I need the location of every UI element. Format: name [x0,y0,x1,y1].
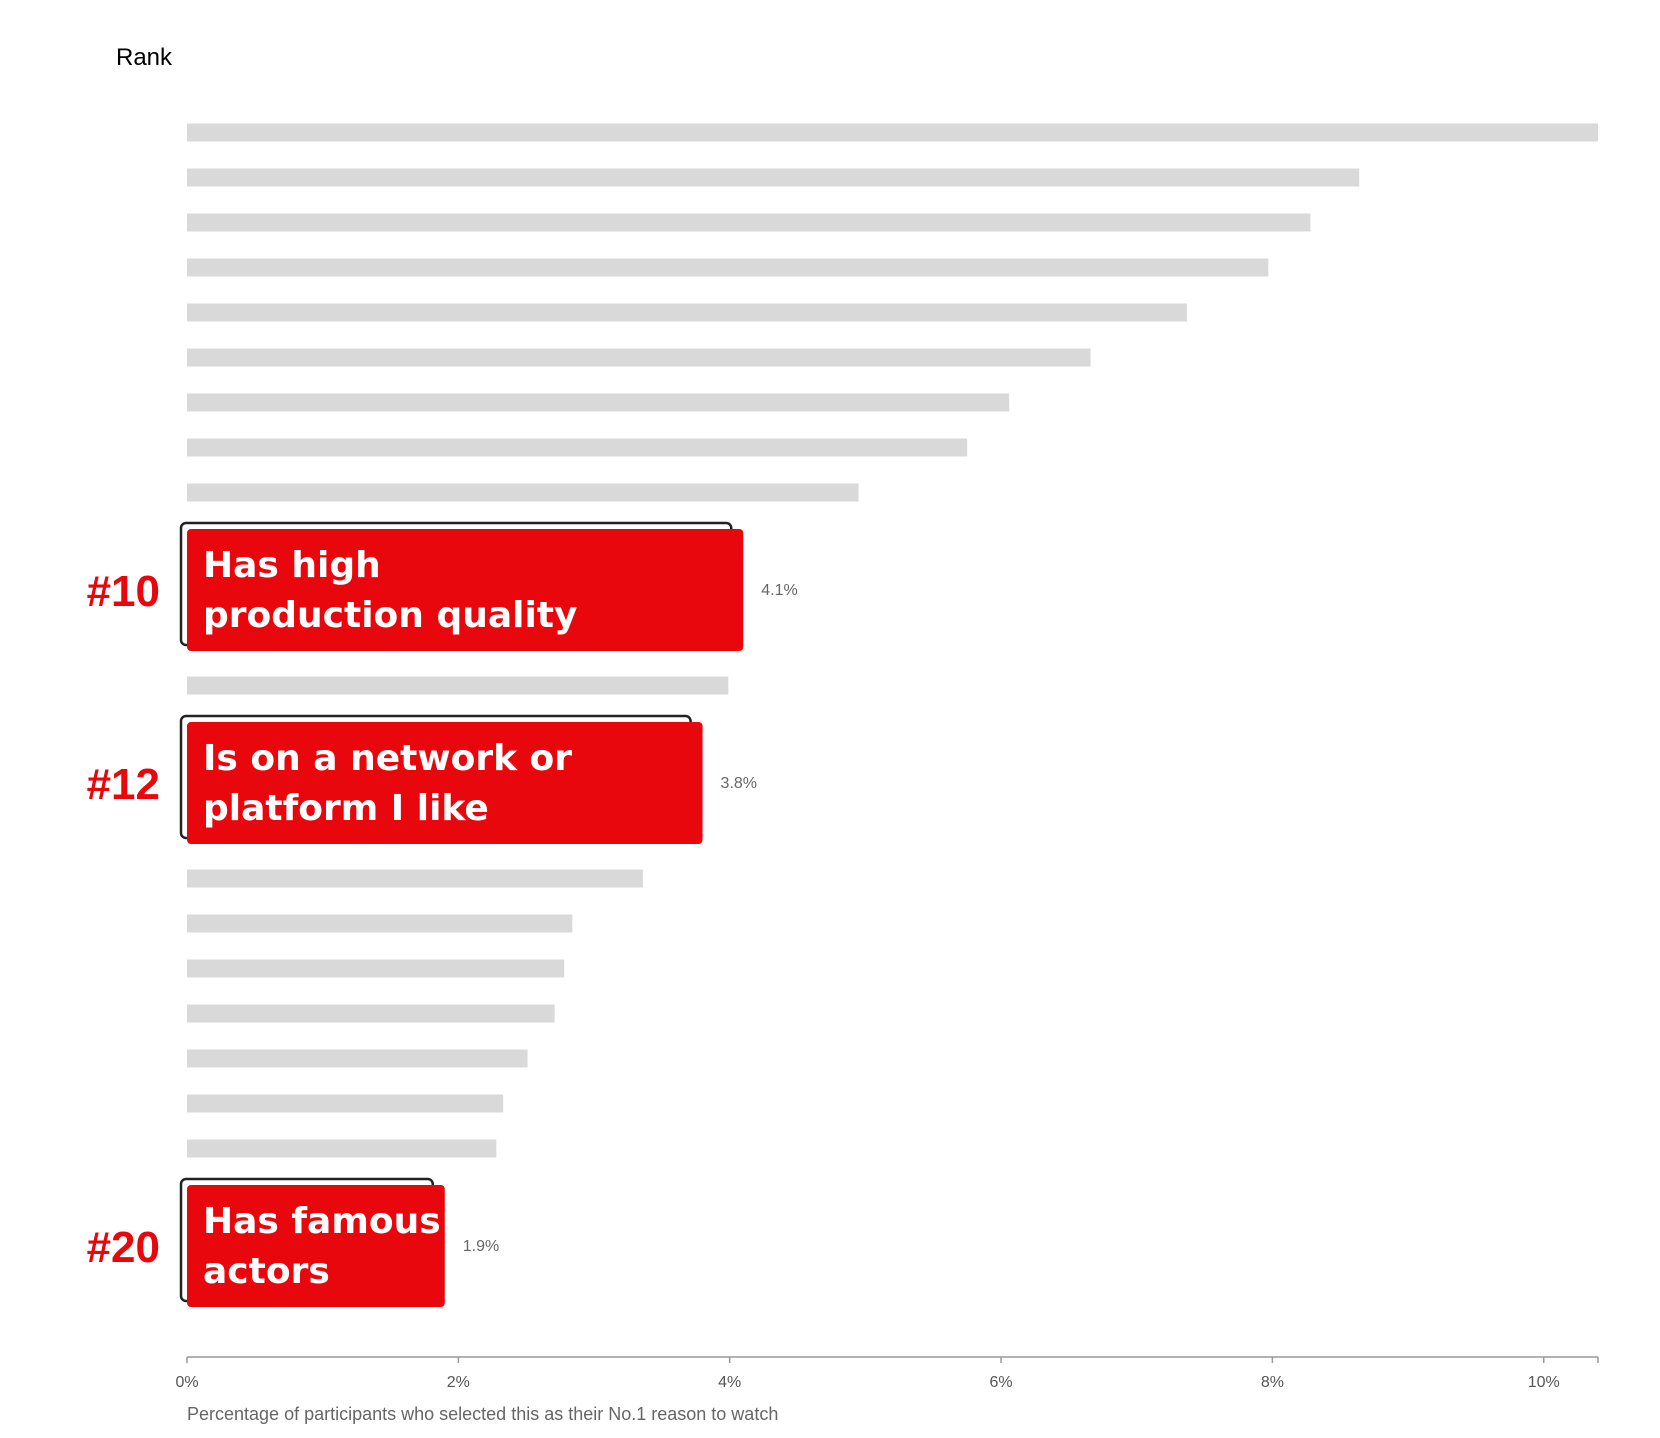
bar-rank-5 [187,303,1187,322]
bar-rank-10 [187,529,744,651]
x-tick-label-2: 2% [447,1374,470,1391]
bar-label-rank-20-line-2: actors [203,1251,330,1292]
rank-label-10: #10 [87,567,160,616]
bar-rank-6 [187,348,1091,367]
x-tick-label-6: 6% [989,1374,1012,1391]
x-tick-label-0: 0% [175,1374,198,1391]
x-tick-label-8: 8% [1261,1374,1284,1391]
bar-rank-17 [187,1049,528,1068]
bar-rank-7 [187,393,1010,412]
bar-label-rank-10-line-2: production quality [203,595,577,636]
x-tick-label-10: 10% [1528,1374,1560,1391]
bar-rank-13 [187,869,643,888]
bar-rank-16 [187,1004,555,1023]
value-label-rank-10: 4.1% [761,582,797,599]
x-axis-label: Percentage of participants who selected … [187,1404,778,1424]
bar-label-rank-12-line-2: platform I like [203,788,489,829]
bar-label-rank-20-line-1: Has famous [203,1201,441,1242]
rank-label-20: #20 [87,1223,160,1272]
bar-rank-1 [187,123,1598,142]
bar-rank-8 [187,438,968,457]
bar-rank-20 [187,1185,445,1307]
bar-label-rank-12-line-1: Is on a network or [203,738,572,779]
bar-rank-14 [187,914,573,933]
x-axis: 0% 2% 4% 6% 8% 10% [175,1356,1599,1391]
rank-title: Rank [116,44,173,71]
bar-rank-11 [187,676,729,695]
bar-rank-18 [187,1094,504,1113]
bar-rank-9 [187,483,859,502]
value-label-rank-20: 1.9% [463,1238,499,1255]
bar-rank-19 [187,1139,497,1158]
x-tick-label-4: 4% [718,1374,741,1391]
bars-layer: Has high production quality #10 4.1% Is on a… [87,123,1598,1307]
bar-rank-3 [187,213,1311,232]
bar-label-rank-10-line-1: Has high [203,545,381,586]
bar-rank-15 [187,959,565,978]
bar-rank-12 [187,722,703,844]
value-label-rank-12: 3.8% [721,775,757,792]
bar-rank-4 [187,258,1269,277]
rank-label-12: #12 [87,760,160,809]
bar-rank-2 [187,168,1360,187]
